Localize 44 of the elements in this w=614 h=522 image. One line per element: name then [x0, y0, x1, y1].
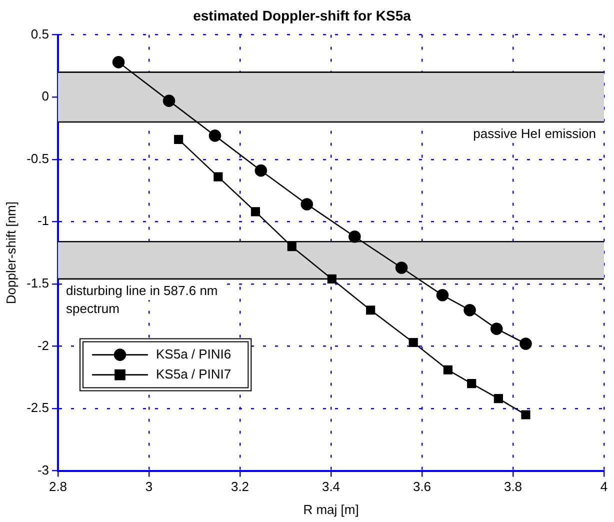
x-tick-label: 3.2: [230, 479, 250, 494]
point: [327, 274, 336, 284]
point: [408, 338, 418, 348]
point: [250, 207, 260, 216]
x-tick-label: 3.6: [412, 479, 432, 494]
point: [112, 56, 125, 68]
x-tick-label: 3: [145, 479, 153, 494]
point: [443, 365, 452, 374]
x-tick-label: 2.8: [48, 479, 68, 494]
point: [300, 198, 314, 210]
point: [467, 379, 476, 388]
point: [287, 242, 296, 252]
point: [208, 130, 222, 142]
band-label: passive HeI emission: [473, 126, 596, 142]
point: [348, 230, 361, 243]
legend-label: KS5a / PINI7: [156, 366, 232, 382]
x-axis-title: R maj [m]: [303, 502, 359, 517]
point: [464, 304, 476, 316]
y-axis-title: Doppler-shift [nm]: [3, 202, 18, 304]
chart-title: estimated Doppler-shift for KS5a: [193, 7, 412, 24]
point: [494, 394, 503, 404]
x-tick-label: 4: [600, 479, 608, 494]
point: [520, 338, 532, 350]
point: [436, 289, 449, 302]
band-label: disturbing line in 587.6 nm spectrum: [66, 283, 218, 316]
point: [162, 94, 176, 107]
point: [490, 322, 503, 335]
point: [174, 134, 184, 144]
point: [521, 410, 530, 420]
x-tick-label: 3.8: [504, 479, 522, 494]
y-tick-label: -2.5: [26, 400, 49, 416]
y-tick-label: -3: [37, 462, 49, 478]
x-tick-label: 3.4: [322, 479, 340, 494]
legend-label: KS5a / PINI6: [156, 346, 232, 362]
y-tick-label: -0.5: [26, 150, 49, 166]
point: [254, 164, 268, 177]
point: [214, 172, 223, 182]
y-tick-label: 0: [42, 88, 49, 104]
y-tick-label: -2: [37, 338, 49, 353]
y-tick-label: -1: [37, 213, 49, 228]
point: [366, 306, 376, 315]
y-tick-label: 0.5: [30, 26, 49, 42]
y-tick-label: -1.5: [26, 276, 49, 291]
point: [395, 262, 408, 274]
